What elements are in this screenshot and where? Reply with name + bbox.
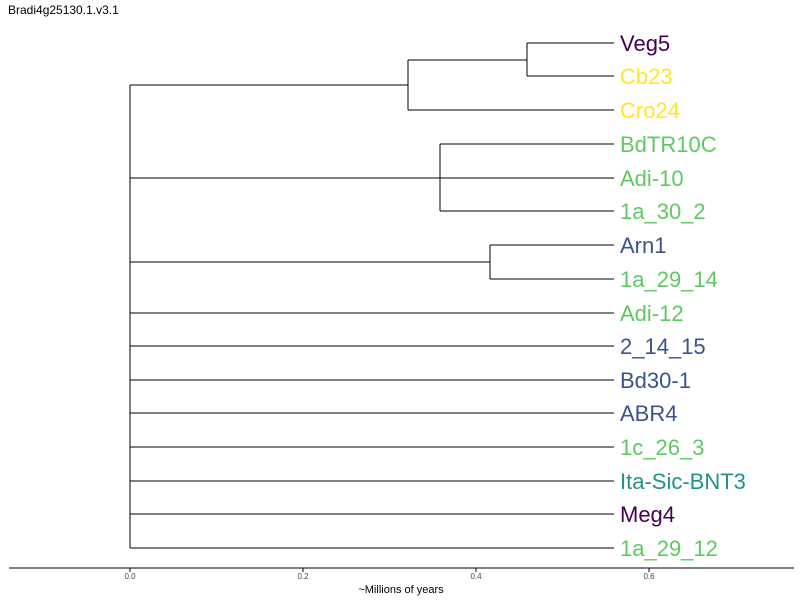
x-tick-label: 0.0 bbox=[124, 572, 136, 581]
leaf-label: Veg5 bbox=[620, 31, 670, 56]
x-tick-label: 0.6 bbox=[643, 572, 655, 581]
leaf-label: 1a_30_2 bbox=[620, 199, 706, 224]
x-tick-label: 0.4 bbox=[470, 572, 482, 581]
x-tick-label: 0.2 bbox=[297, 572, 309, 581]
tree-title: Bradi4g25130.1.v3.1 bbox=[8, 3, 119, 17]
leaf-label: 1a_29_14 bbox=[620, 267, 718, 292]
leaf-label: Meg4 bbox=[620, 502, 675, 527]
leaf-label: Arn1 bbox=[620, 233, 666, 258]
x-axis-label: ~Millions of years bbox=[358, 584, 444, 596]
leaf-label: ABR4 bbox=[620, 401, 677, 426]
leaf-label: Bd30-1 bbox=[620, 368, 691, 393]
leaf-label: Cb23 bbox=[620, 64, 673, 89]
leaf-label: Adi-10 bbox=[620, 166, 684, 191]
leaf-label: 1c_26_3 bbox=[620, 435, 704, 460]
leaf-label: 1a_29_12 bbox=[620, 536, 718, 561]
leaf-label: BdTR10C bbox=[620, 132, 717, 157]
x-axis: 0.0 0.2 0.4 0.6 ~Millions of years bbox=[9, 567, 794, 596]
leaf-labels: Veg5 Cb23 Cro24 BdTR10C Adi-10 1a_30_2 A… bbox=[620, 31, 746, 561]
branches bbox=[129, 42, 614, 549]
leaf-label: Ita-Sic-BNT3 bbox=[620, 469, 746, 494]
leaf-label: 2_14_15 bbox=[620, 334, 706, 359]
leaf-label: Cro24 bbox=[620, 98, 680, 123]
leaf-label: Adi-12 bbox=[620, 301, 684, 326]
